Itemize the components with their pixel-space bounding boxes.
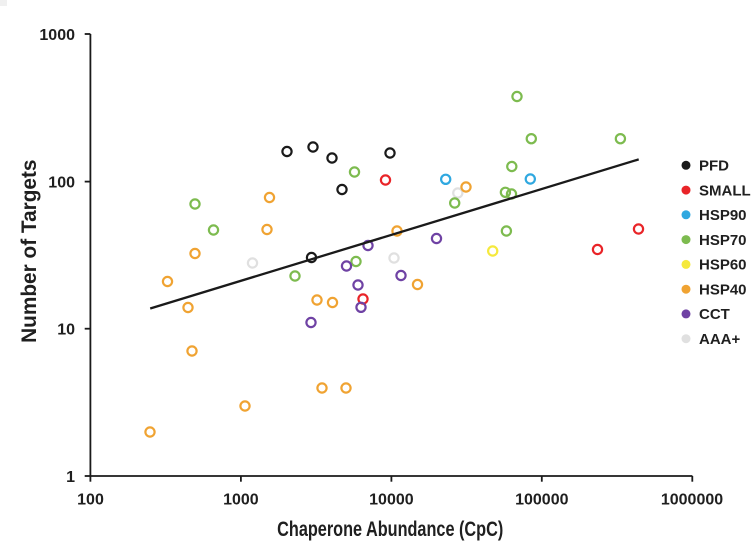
svg-text:1000000: 1000000 <box>661 492 723 509</box>
svg-text:100: 100 <box>48 175 75 192</box>
svg-text:SMALL: SMALL <box>699 182 751 199</box>
svg-text:100: 100 <box>77 492 104 509</box>
svg-text:10: 10 <box>57 322 75 339</box>
svg-text:Chaperone Abundance (CpC): Chaperone Abundance (CpC) <box>277 517 503 540</box>
svg-text:1000: 1000 <box>39 27 75 44</box>
svg-text:HSP40: HSP40 <box>699 281 747 298</box>
svg-text:Number of Targets: Number of Targets <box>18 160 41 343</box>
svg-text:1000: 1000 <box>223 492 259 509</box>
svg-text:AAA+: AAA+ <box>699 331 740 348</box>
svg-text:PFD: PFD <box>699 158 729 175</box>
svg-text:HSP70: HSP70 <box>699 232 747 249</box>
svg-text:1: 1 <box>66 469 75 486</box>
svg-text:HSP90: HSP90 <box>699 207 747 224</box>
svg-text:100000: 100000 <box>515 492 568 509</box>
svg-text:10000: 10000 <box>369 492 414 509</box>
svg-text:HSP60: HSP60 <box>699 257 747 274</box>
svg-text:CCT: CCT <box>699 306 730 323</box>
